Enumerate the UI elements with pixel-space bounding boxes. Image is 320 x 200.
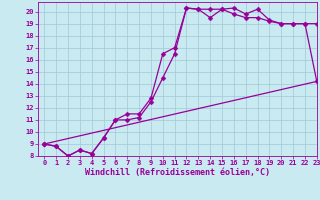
X-axis label: Windchill (Refroidissement éolien,°C): Windchill (Refroidissement éolien,°C): [85, 168, 270, 177]
